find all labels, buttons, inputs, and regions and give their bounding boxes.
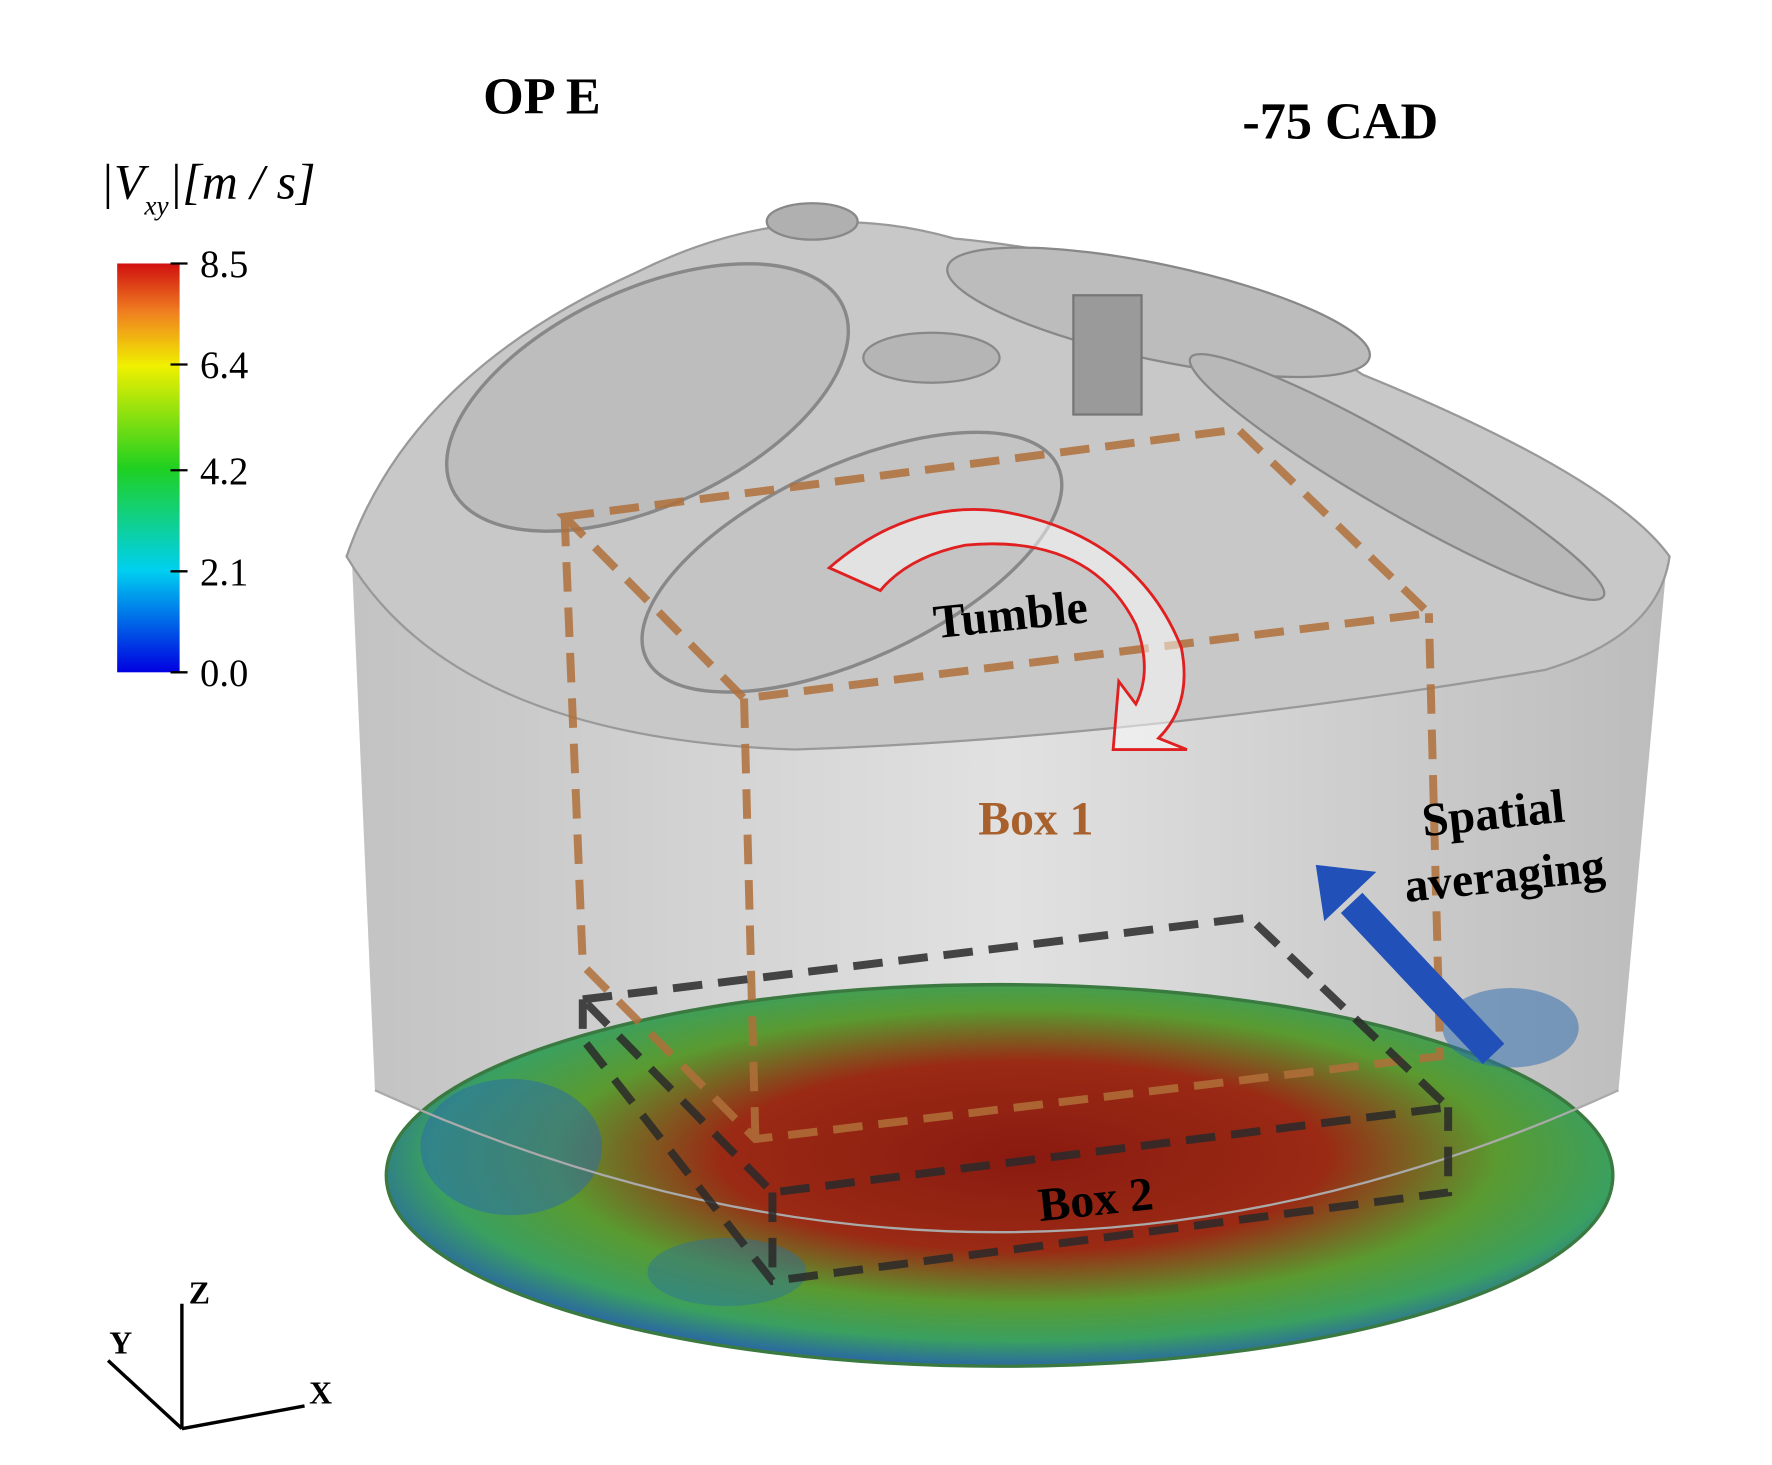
colorbar-tick-label: 6.4 [200, 345, 248, 387]
label-sub: xy [143, 191, 169, 221]
label-main: |V [100, 154, 150, 210]
colorbar-tick-label: 8.5 [200, 244, 248, 286]
crank-angle: -75 CAD [1242, 93, 1438, 151]
box1-label: Box 1 [978, 794, 1093, 846]
colorbar [117, 263, 180, 673]
colorbar-label: |Vxy|[m / s] [100, 154, 315, 221]
colorbar-tick-label: 2.1 [200, 552, 248, 594]
box2-label: Box 2 [1036, 1168, 1156, 1232]
axis-x: X [309, 1376, 332, 1411]
axis-triad [106, 1303, 305, 1431]
tumble-arrow [826, 508, 1188, 751]
box-2 [574, 913, 1457, 1286]
colorbar-tick-label: 0.0 [200, 653, 248, 695]
box-1 [556, 425, 1445, 1144]
axis-z: Z [189, 1276, 210, 1311]
label-unit: |[m / s] [169, 154, 316, 210]
colorbar-tick-label: 4.2 [200, 451, 248, 493]
axis-y: Y [109, 1326, 132, 1361]
chamber [345, 202, 1671, 1368]
case-title: OP E [483, 68, 601, 126]
averaging-arrow [1315, 864, 1505, 1065]
